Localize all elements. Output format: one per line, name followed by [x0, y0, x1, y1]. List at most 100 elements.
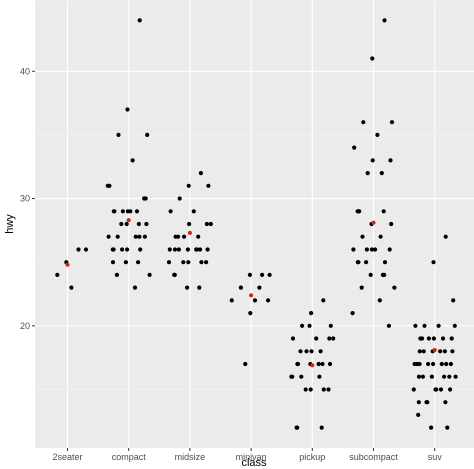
data-point	[429, 425, 434, 430]
data-point	[429, 374, 434, 379]
data-point	[182, 234, 187, 239]
mean-point	[310, 363, 315, 368]
data-point	[187, 221, 192, 227]
data-point	[290, 336, 296, 341]
data-point	[442, 349, 447, 354]
y-tick-label: 20	[20, 321, 30, 331]
data-point	[69, 285, 74, 290]
data-point	[142, 196, 147, 201]
data-point	[422, 323, 427, 328]
data-point	[379, 171, 384, 176]
data-point	[266, 298, 271, 303]
data-point	[238, 285, 243, 290]
data-point	[318, 349, 323, 354]
data-point	[185, 285, 190, 290]
mean-point	[371, 220, 376, 225]
data-point	[377, 298, 382, 303]
data-point	[352, 145, 357, 150]
data-point	[414, 361, 420, 367]
data-point	[186, 260, 191, 265]
data-point	[123, 260, 128, 265]
x-axis: 2seater compact midsize minivan pickup subcom…	[52, 448, 442, 462]
x-tick-label: minivan	[236, 452, 267, 462]
data-point	[128, 209, 133, 214]
y-tick-label: 30	[20, 194, 30, 204]
data-point	[172, 272, 177, 277]
data-point	[120, 247, 125, 252]
mean-point	[65, 262, 70, 267]
data-point	[326, 387, 331, 392]
x-axis-title: class	[241, 457, 267, 469]
data-point	[420, 336, 425, 341]
data-point	[355, 209, 360, 214]
data-point	[145, 132, 150, 137]
data-point	[307, 323, 312, 328]
data-point	[319, 425, 324, 430]
data-point	[205, 247, 210, 252]
data-point	[378, 234, 383, 239]
data-point	[433, 387, 438, 392]
data-point	[304, 349, 309, 354]
mean-point	[126, 218, 131, 223]
data-point	[443, 234, 448, 239]
data-point	[110, 247, 115, 252]
data-point	[370, 56, 375, 61]
data-point	[298, 349, 303, 354]
data-point	[289, 374, 294, 379]
data-point	[119, 221, 124, 227]
data-point	[111, 209, 116, 214]
x-tick-label: subcompact	[349, 452, 398, 462]
data-point	[136, 260, 141, 265]
data-point	[294, 425, 299, 430]
data-point	[167, 247, 172, 252]
data-point	[196, 234, 201, 239]
data-point	[416, 400, 421, 405]
data-point	[452, 323, 457, 328]
data-point	[186, 183, 191, 188]
data-point	[438, 349, 443, 354]
data-point	[260, 272, 265, 277]
data-point	[191, 209, 196, 214]
data-point	[426, 361, 431, 367]
data-point	[382, 260, 388, 265]
data-point	[314, 336, 319, 341]
data-point	[116, 132, 121, 137]
data-point	[247, 272, 252, 277]
data-point	[389, 221, 394, 227]
data-point	[168, 209, 173, 214]
data-point	[386, 323, 391, 328]
data-point	[198, 247, 203, 252]
data-point	[208, 221, 213, 227]
data-point	[445, 425, 450, 430]
data-point	[417, 349, 422, 354]
data-point	[137, 234, 142, 239]
data-point	[443, 400, 448, 405]
data-point	[137, 18, 142, 23]
data-point	[243, 361, 248, 367]
data-point	[364, 260, 369, 265]
mean-point	[187, 230, 192, 235]
data-point	[360, 234, 365, 239]
data-point	[416, 412, 421, 417]
data-point	[267, 272, 272, 277]
data-point	[138, 247, 143, 252]
data-point	[142, 234, 147, 239]
data-point	[105, 183, 110, 188]
data-point	[229, 298, 234, 303]
data-point	[204, 221, 209, 227]
data-point	[177, 196, 182, 201]
data-point	[442, 374, 447, 379]
x-tick-label: 2seater	[52, 452, 82, 462]
data-point	[411, 387, 416, 392]
data-point	[198, 171, 203, 176]
data-point	[440, 336, 446, 341]
data-point	[199, 260, 204, 265]
data-point	[125, 247, 130, 252]
data-point	[373, 247, 378, 252]
data-point	[389, 120, 395, 125]
data-point	[438, 387, 444, 392]
data-point	[321, 387, 326, 392]
data-point	[431, 361, 436, 367]
data-point	[55, 272, 60, 277]
